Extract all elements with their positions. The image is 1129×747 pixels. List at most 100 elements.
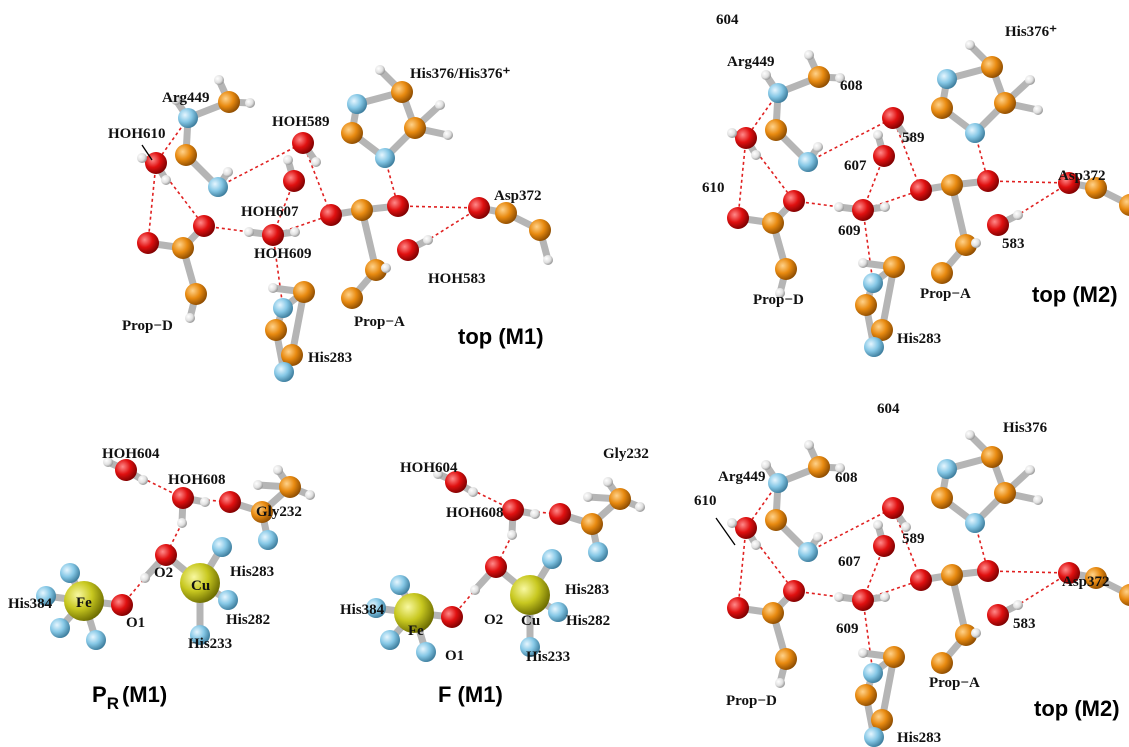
atom	[883, 646, 905, 668]
atom-label: HOH610	[108, 126, 166, 142]
atom-label: Gly232	[256, 504, 302, 520]
atom	[981, 446, 1003, 468]
atom	[381, 263, 391, 273]
atom	[251, 501, 273, 523]
atom	[365, 259, 387, 281]
atom-label: Prop−A	[929, 675, 980, 691]
atom-label: 589	[902, 130, 925, 146]
atom-label: Fe	[408, 623, 424, 639]
atom	[727, 128, 737, 138]
hydrogen-bond	[147, 162, 157, 244]
atom	[581, 513, 603, 535]
atom	[783, 580, 805, 602]
atom	[86, 630, 106, 650]
atom-label: His384	[8, 596, 53, 612]
atom	[347, 94, 367, 114]
atom	[495, 202, 517, 224]
atom-label: HOH604	[102, 446, 160, 462]
atom	[864, 727, 884, 747]
atom-label: Arg449	[718, 469, 766, 485]
atom	[341, 287, 363, 309]
panel-caption: top (M2)	[1034, 696, 1120, 721]
atom	[137, 153, 147, 163]
atom	[290, 227, 300, 237]
atom	[1033, 495, 1043, 505]
atom-label: Asp372	[494, 188, 542, 204]
atom	[423, 235, 433, 245]
atom	[941, 564, 963, 586]
atom	[305, 490, 315, 500]
atom	[583, 492, 593, 502]
atom-label: His376	[1003, 420, 1048, 436]
hydrogen-bond	[807, 507, 894, 553]
atom-label: 607	[838, 554, 861, 570]
atom	[880, 592, 890, 602]
atom	[768, 473, 788, 493]
arrow	[141, 144, 153, 161]
atom-label: His283	[897, 730, 941, 746]
atom-label: HOH607	[241, 204, 299, 220]
atom	[941, 174, 963, 196]
atom	[751, 150, 761, 160]
molecule	[137, 65, 553, 382]
atom	[994, 92, 1016, 114]
atom-label: Arg449	[162, 90, 210, 106]
atom	[901, 132, 911, 142]
atom	[880, 202, 890, 212]
atom	[735, 517, 757, 539]
atom	[485, 556, 507, 578]
atom	[161, 175, 171, 185]
hydrogen-bond	[272, 234, 284, 309]
atom	[965, 430, 975, 440]
atom	[798, 152, 818, 172]
atom	[873, 535, 895, 557]
atom	[200, 497, 210, 507]
atom	[138, 475, 148, 485]
atom-label: 608	[835, 470, 858, 486]
atom	[871, 709, 893, 731]
hydrogen-bond	[455, 481, 514, 511]
panel-caption: F (M1)	[438, 682, 503, 707]
atom	[214, 75, 224, 85]
atom	[588, 542, 608, 562]
atom	[937, 459, 957, 479]
atom	[863, 663, 883, 683]
caption-sub: R	[107, 694, 119, 713]
atom	[468, 487, 478, 497]
atom	[172, 487, 194, 509]
hydrogen-bond	[217, 142, 304, 188]
atom-label: Prop−D	[753, 292, 804, 308]
atom-label: O2	[484, 612, 503, 628]
atom	[768, 83, 788, 103]
atom	[971, 238, 981, 248]
atom	[955, 624, 977, 646]
atom-label: HOH608	[168, 472, 226, 488]
hydrogen-bond	[737, 527, 747, 609]
atom	[212, 537, 232, 557]
molecule	[366, 469, 645, 662]
hydrogen-bond	[987, 180, 1070, 184]
atom	[635, 502, 645, 512]
atom	[852, 589, 874, 611]
atom-label: His283	[565, 582, 609, 598]
atom-label: His233	[526, 649, 570, 665]
hydrogen-bond	[1017, 572, 1070, 606]
hydrogen-bond	[427, 207, 480, 241]
atom	[502, 499, 524, 521]
atom	[178, 108, 198, 128]
atom-label: His282	[566, 613, 610, 629]
atom	[172, 237, 194, 259]
atom-label: Prop−A	[354, 314, 405, 330]
atom	[175, 144, 197, 166]
atom	[901, 522, 911, 532]
atom	[273, 298, 293, 318]
atom	[835, 463, 845, 473]
atom	[36, 586, 56, 606]
atom-label: 589	[902, 531, 925, 547]
atom-label: O1	[445, 648, 464, 664]
atom	[283, 155, 293, 165]
atom	[863, 273, 883, 293]
atom	[761, 70, 771, 80]
atom	[775, 678, 785, 688]
atom	[937, 69, 957, 89]
